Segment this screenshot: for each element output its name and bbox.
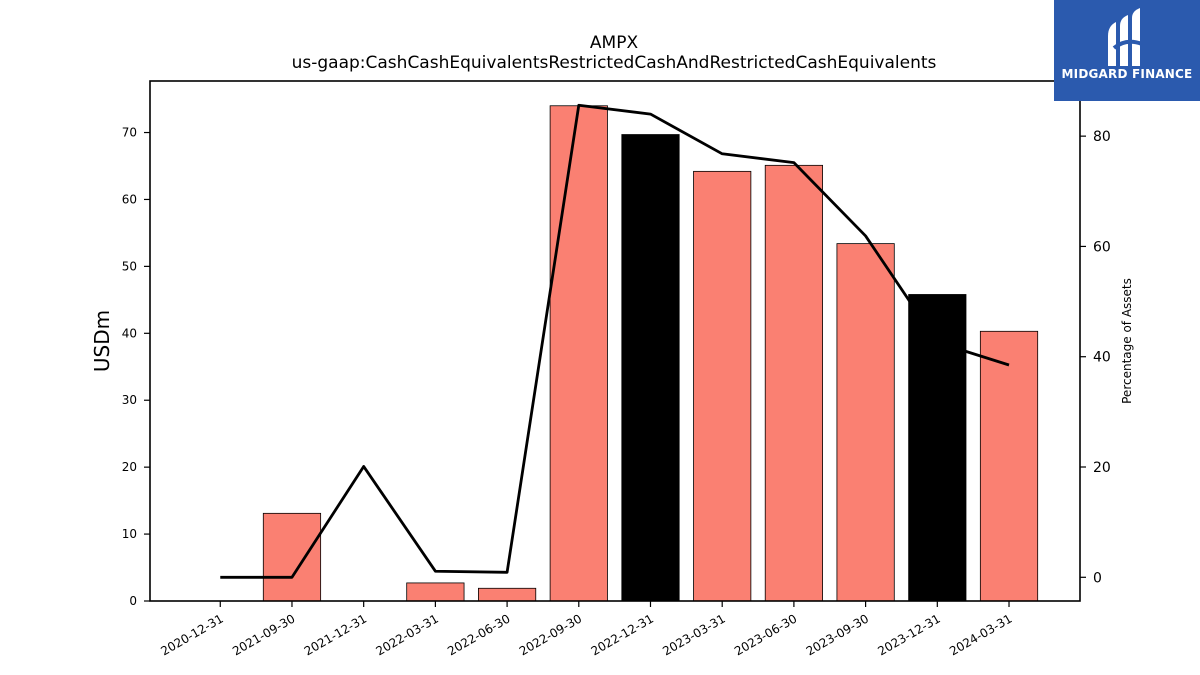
x-tick-label: 2022-12-31 <box>589 611 656 658</box>
x-tick-label: 2021-09-30 <box>230 611 297 658</box>
bar-2022-06-30 <box>478 587 537 602</box>
chart-title: AMPX <box>590 33 639 53</box>
logo-text: MIDGARD FINANCE <box>1061 67 1193 81</box>
y2-tick-label: 0 <box>1093 570 1102 586</box>
chart-subtitle: us-gaap:CashCashEquivalentsRestrictedCas… <box>292 53 937 73</box>
x-tick-label: 2022-03-31 <box>373 611 440 658</box>
y-tick-label: 40 <box>122 326 137 340</box>
y2-axis-label: Percentage of Assets <box>1120 278 1134 404</box>
x-tick-label: 2020-12-31 <box>158 611 225 658</box>
x-tick-label: 2022-09-30 <box>517 611 584 658</box>
bar-2023-03-31 <box>693 170 752 602</box>
bar-2022-03-31 <box>406 582 465 602</box>
y2-tick-label: 20 <box>1093 460 1111 476</box>
bar-2021-09-30 <box>262 512 322 602</box>
y2-tick-label: 60 <box>1093 239 1111 255</box>
y-tick-label: 0 <box>129 594 137 608</box>
logo-mark-icon <box>1108 8 1143 66</box>
plot-frame <box>149 80 1081 602</box>
y2-tick-label: 80 <box>1093 129 1111 145</box>
bar-2024-03-31 <box>979 330 1039 602</box>
brand-logo: MIDGARD FINANCE <box>1054 0 1200 101</box>
bar-2023-12-31 <box>908 294 967 602</box>
y-tick-label: 60 <box>122 192 137 206</box>
x-tick-label: 2023-03-31 <box>660 611 727 658</box>
y-axis-left: 0 10 20 30 40 50 60 70 <box>122 126 150 608</box>
y-axis-label: USDm <box>90 310 114 372</box>
x-tick-label: 2021-12-31 <box>302 611 369 658</box>
line-group <box>220 103 1010 579</box>
x-tick-label: 2022-06-30 <box>445 611 512 658</box>
bars-group <box>262 105 1039 602</box>
y-tick-label: 50 <box>122 259 137 273</box>
x-tick-label: 2023-12-31 <box>875 611 942 658</box>
y-tick-label: 20 <box>122 460 137 474</box>
x-tick-label: 2023-06-30 <box>732 611 799 658</box>
percentage-line <box>220 103 1010 579</box>
y-tick-label: 10 <box>122 527 137 541</box>
y2-tick-label: 40 <box>1093 350 1111 366</box>
x-axis: 2020-12-31 2021-09-30 2021-12-31 2022-03-31… <box>158 601 1015 658</box>
bar-2023-09-30 <box>836 243 895 602</box>
y-tick-label: 30 <box>122 393 137 407</box>
bar-2022-12-31 <box>621 134 680 602</box>
x-tick-label: 2023-09-30 <box>804 611 871 658</box>
y-tick-label: 70 <box>122 126 137 140</box>
x-tick-label: 2024-03-31 <box>947 611 1014 658</box>
bar-2023-06-30 <box>764 164 823 602</box>
y-axis-right: 0 20 40 60 80 <box>1080 129 1111 586</box>
bar-2022-09-30 <box>549 105 608 602</box>
